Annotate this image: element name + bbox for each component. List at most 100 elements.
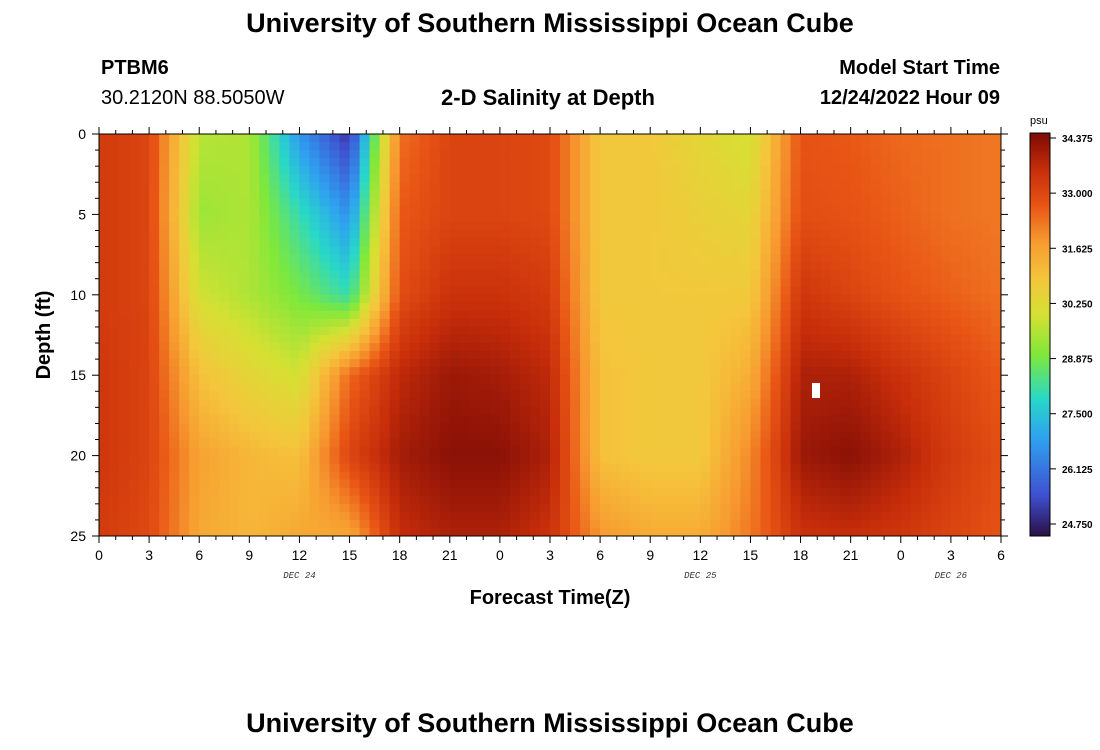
heatmap-cell [760, 439, 772, 449]
heatmap-cell [489, 439, 501, 449]
heatmap-cell [339, 214, 351, 224]
heatmap-cell [830, 294, 842, 304]
heatmap-cell [479, 294, 491, 304]
heatmap-cell [550, 463, 561, 473]
heatmap-cell [560, 214, 571, 224]
heatmap-cell [770, 294, 782, 304]
heatmap-cell [139, 399, 150, 408]
heatmap-cell [139, 367, 150, 376]
heatmap-cell [369, 351, 381, 360]
heatmap-cell [389, 270, 401, 280]
heatmap-cell [149, 455, 160, 465]
heatmap-cell [179, 286, 190, 296]
heatmap-cell [469, 254, 481, 264]
heatmap-cell [289, 182, 301, 191]
heatmap-cell [239, 351, 250, 360]
heatmap-cell [910, 270, 922, 280]
heatmap-cell [459, 479, 471, 489]
heatmap-cell [539, 166, 551, 175]
heatmap-cell [640, 134, 651, 143]
heatmap-cell [760, 190, 772, 199]
heatmap-cell [550, 222, 561, 232]
heatmap-cell [329, 182, 341, 191]
heatmap-cell [509, 487, 521, 497]
heatmap-cell [580, 326, 591, 336]
heatmap-cell [740, 431, 752, 441]
heatmap-cell [539, 423, 551, 433]
heatmap-cell [189, 198, 200, 207]
heatmap-cell [910, 286, 922, 296]
heatmap-cell [640, 318, 651, 328]
heatmap-cell [840, 391, 852, 400]
heatmap-cell [349, 431, 361, 441]
heatmap-cell [810, 294, 822, 304]
heatmap-cell [379, 286, 391, 296]
heatmap-cell [830, 158, 842, 167]
heatmap-cell [119, 447, 130, 457]
heatmap-cell [409, 286, 421, 296]
heatmap-cell [509, 318, 521, 328]
heatmap-cell [399, 166, 411, 175]
heatmap-cell [930, 166, 942, 175]
heatmap-cell [199, 286, 210, 296]
heatmap-cell [349, 190, 361, 199]
heatmap-cell [259, 270, 270, 280]
heatmap-cell [289, 503, 301, 513]
heatmap-cell [459, 471, 471, 481]
heatmap-cell [509, 310, 521, 320]
heatmap-cell [970, 439, 982, 449]
heatmap-cell [439, 471, 451, 481]
heatmap-cell [660, 471, 671, 481]
heatmap-cell [449, 423, 461, 433]
heatmap-cell [880, 455, 892, 465]
heatmap-cell [339, 391, 351, 400]
heatmap-cell [259, 166, 270, 175]
heatmap-cell [349, 511, 361, 521]
heatmap-cell [509, 150, 521, 159]
heatmap-cell [750, 278, 762, 288]
heatmap-cell [319, 278, 331, 288]
heatmap-cell [539, 246, 551, 256]
heatmap-cell [159, 142, 170, 151]
heatmap-cell [149, 158, 160, 167]
heatmap-cell [930, 278, 942, 288]
heatmap-cell [289, 487, 301, 497]
heatmap-cell [910, 294, 922, 304]
heatmap-cell [499, 343, 511, 352]
heatmap-cell [570, 511, 581, 521]
heatmap-cell [980, 134, 992, 143]
heatmap-cell [159, 383, 170, 392]
heatmap-cell [329, 407, 341, 416]
heatmap-cell [700, 447, 711, 457]
heatmap-cell [139, 455, 150, 465]
heatmap-cell [329, 527, 341, 536]
heatmap-cell [640, 447, 651, 457]
heatmap-cell [319, 415, 331, 425]
heatmap-cell [359, 286, 371, 296]
heatmap-cell [700, 270, 711, 280]
heatmap-cell [109, 310, 120, 320]
heatmap-cell [980, 238, 992, 248]
heatmap-cell [509, 383, 521, 392]
heatmap-cell [780, 270, 792, 280]
heatmap-cell [409, 335, 421, 344]
heatmap-cell [600, 318, 611, 328]
heatmap-cell [279, 367, 291, 376]
heatmap-cell [690, 431, 701, 441]
heatmap-cell [159, 174, 170, 183]
heatmap-cell [650, 495, 661, 505]
heatmap-cell [499, 326, 511, 336]
heatmap-cell [99, 431, 110, 441]
heatmap-cell [149, 463, 160, 473]
heatmap-cell [990, 359, 1001, 368]
heatmap-cell [379, 278, 391, 288]
heatmap-cell [980, 318, 992, 328]
heatmap-cell [219, 511, 230, 521]
heatmap-cell [309, 230, 321, 240]
heatmap-cell [539, 294, 551, 304]
heatmap-cell [580, 310, 591, 320]
heatmap-cell [449, 439, 461, 449]
heatmap-cell [109, 302, 120, 312]
heatmap-cell [449, 190, 461, 199]
heatmap-cell [119, 335, 130, 344]
